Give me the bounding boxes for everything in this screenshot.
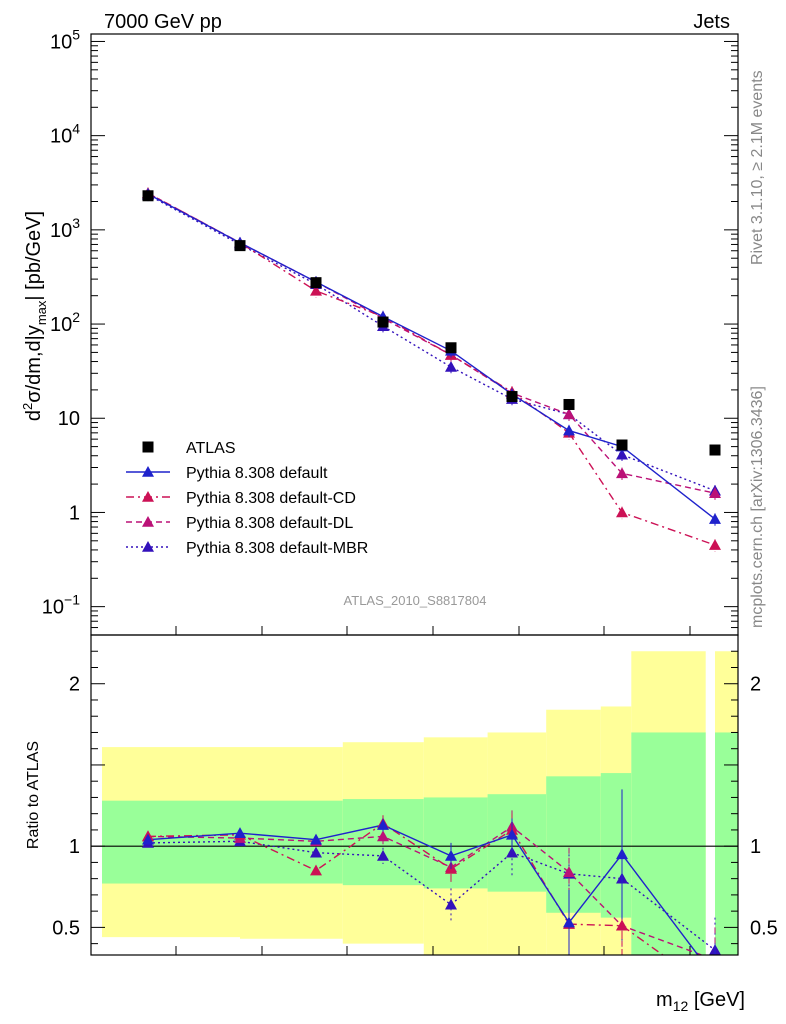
legend-label-2: Pythia 8.308 default-CD	[186, 490, 356, 507]
ratio-point-series-0-4	[445, 849, 457, 861]
legend: ATLAS Pythia 8.308 default Pythia 8.308 de…	[126, 440, 368, 557]
legend-label-3: Pythia 8.308 default-DL	[186, 515, 353, 532]
header-right: Jets	[693, 11, 730, 33]
legend-marker-2	[142, 491, 154, 502]
upper-tick-label-0: 10−1	[42, 592, 80, 619]
ratio-tick-label-left-2: 2	[69, 674, 80, 696]
band-inner-0	[102, 800, 240, 884]
upper-point-series-1-8	[709, 539, 721, 550]
upper-point-series-0-6	[563, 424, 575, 436]
upper-tick-label-1: 1	[69, 502, 80, 524]
upper-point-series-2-7	[616, 467, 628, 479]
ratio-point-series-0-3	[377, 819, 389, 830]
ratio-point-series-1-7	[616, 919, 628, 931]
ratio-tick-label-right-1: 1	[750, 836, 761, 858]
legend-marker-1	[142, 466, 154, 477]
legend-label-1: Pythia 8.308 default	[186, 465, 328, 482]
band-inner-6	[600, 773, 632, 918]
rivet-label: Rivet 3.1.10, ≥ 2.1M events	[749, 70, 766, 265]
mcplots-label: mcplots.cern.ch [arXiv:1306.3436]	[749, 386, 766, 628]
ratio-point-series-0-6	[563, 916, 575, 928]
upper-point-series-0-8	[709, 513, 721, 524]
upper-point-series-2-6	[563, 408, 575, 420]
ratio-point-series-2-6	[563, 866, 575, 877]
upper-tick-label-3: 102	[50, 309, 80, 336]
analysis-watermark: ATLAS_2010_S8817804	[344, 593, 487, 608]
data-point-4	[445, 342, 457, 354]
ratio-point-series-0-5	[506, 828, 518, 840]
ratio-point-series-3-5	[506, 846, 518, 858]
upper-point-series-2-8	[709, 487, 721, 499]
ratio-frame	[90, 634, 739, 956]
data-point-5	[506, 391, 518, 403]
ratio-uncertainty-bands	[102, 651, 738, 955]
series-markers	[142, 187, 721, 955]
data-point-2	[310, 277, 322, 289]
ratio-point-series-2-3	[377, 830, 389, 842]
upper-tick-label-2: 10	[58, 408, 80, 430]
ratio-point-series-0-7	[616, 848, 628, 860]
upper-point-series-3-4	[445, 360, 457, 372]
data-point-7	[616, 439, 628, 451]
tick-labels: 10−1 1 10 102 103 104 105 0.5 0.5 1 1 2 2	[42, 26, 778, 939]
ratio-point-series-3-2	[310, 846, 322, 858]
legend-marker-4	[142, 541, 154, 552]
ratio-line-series-1	[147, 822, 665, 955]
ratio-point-series-0-1	[234, 827, 246, 838]
upper-point-series-1-7	[616, 506, 628, 518]
upper-point-series-1-2	[310, 284, 322, 296]
band-inner-8	[715, 732, 738, 955]
y-axis-label: d2σ/dm,d|ymax| [pb/GeV]	[20, 211, 49, 421]
ratio-y-label: Ratio to ATLAS	[25, 741, 42, 849]
ratio-point-series-0-0	[142, 833, 154, 845]
legend-marker-3	[142, 516, 154, 527]
ratio-point-series-3-4	[445, 898, 457, 910]
x-axis-label: m12 [GeV]	[656, 989, 745, 1014]
band-inner-5	[546, 776, 601, 913]
data-point-8	[709, 444, 721, 456]
data-point-0	[142, 190, 154, 202]
ratio-tick-label-left-1: 1	[69, 836, 80, 858]
band-inner-3	[423, 797, 488, 889]
axes-ticks	[91, 40, 738, 955]
data-point-1	[234, 240, 246, 252]
upper-tick-label-5: 104	[50, 121, 80, 148]
ratio-point-series-3-3	[377, 849, 389, 861]
ratio-point-series-1-2	[310, 864, 322, 876]
legend-marker-data	[142, 441, 154, 453]
upper-point-series-3-7	[616, 448, 628, 460]
legend-label-4: Pythia 8.308 default-MBR	[186, 540, 368, 557]
band-inner-7	[631, 732, 706, 955]
data-point-3	[377, 316, 389, 328]
upper-tick-label-4: 103	[50, 215, 80, 242]
legend-label-0: ATLAS	[186, 440, 236, 457]
data-point-6	[563, 398, 575, 410]
header-left: 7000 GeV pp	[104, 11, 222, 33]
ratio-tick-label-right-2: 2	[750, 674, 761, 696]
ratio-tick-label-right-0: 0.5	[750, 917, 778, 939]
ratio-point-series-0-2	[310, 833, 322, 845]
ratio-tick-label-left-0: 0.5	[52, 917, 80, 939]
upper-tick-label-6: 105	[50, 26, 80, 53]
